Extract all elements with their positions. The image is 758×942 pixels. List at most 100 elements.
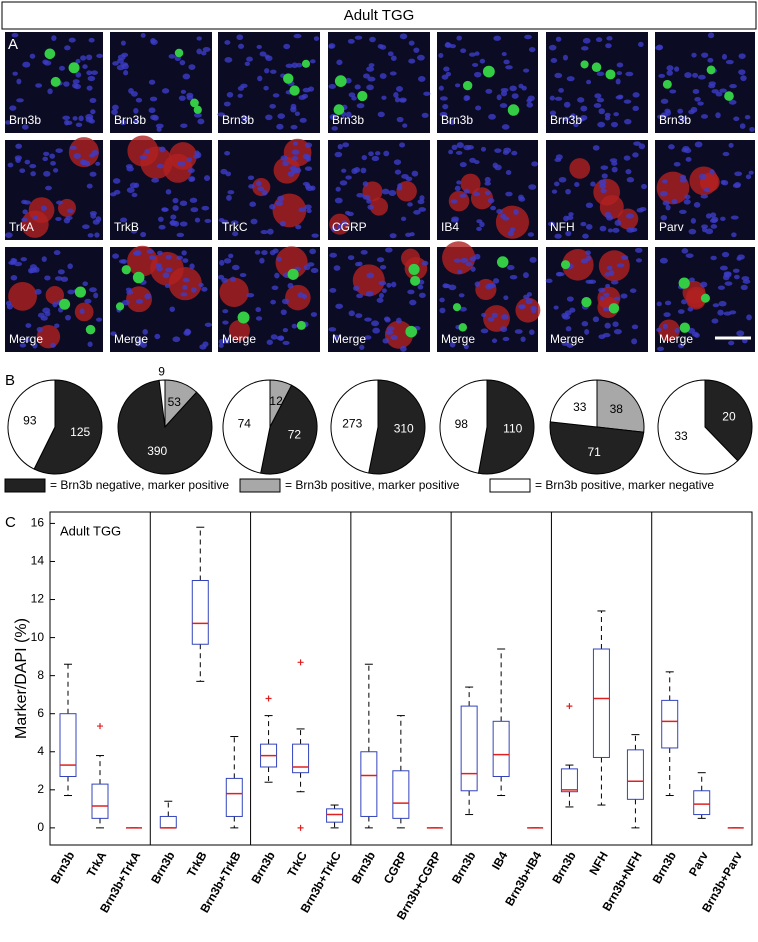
nucleus — [701, 52, 709, 58]
nucleus — [282, 160, 289, 167]
nucleus — [721, 251, 730, 258]
nucleus — [10, 260, 16, 265]
nucleus — [611, 166, 618, 173]
nucleus — [511, 150, 518, 156]
nucleus — [501, 124, 510, 130]
nucleus — [598, 287, 606, 293]
nucleus — [496, 94, 502, 101]
nucleus — [439, 111, 448, 117]
nucleus — [55, 216, 62, 221]
nucleus — [445, 41, 451, 48]
pie-label: 38 — [610, 402, 624, 416]
nucleus — [329, 252, 337, 258]
nucleus — [369, 36, 376, 43]
nucleus — [681, 299, 687, 305]
nucleus — [246, 56, 253, 62]
nucleus — [333, 265, 341, 271]
x-tick-label: NFH — [586, 849, 610, 877]
nucleus — [371, 155, 380, 162]
tile-label: Brn3b — [222, 113, 254, 127]
pie-slice — [657, 379, 739, 475]
nucleus — [267, 228, 274, 235]
nucleus — [328, 327, 337, 332]
pie-label: 9 — [158, 364, 165, 378]
nucleus — [551, 189, 558, 194]
nucleus — [744, 114, 751, 120]
nucleus — [379, 265, 387, 270]
nucleus — [595, 37, 603, 43]
nucleus — [740, 75, 747, 82]
nucleus — [612, 321, 619, 327]
nucleus — [705, 228, 714, 235]
nucleus — [722, 151, 730, 157]
nucleus — [36, 326, 43, 333]
nucleus — [605, 283, 611, 288]
nucleus — [55, 148, 63, 153]
nucleus — [331, 126, 338, 131]
tile-label: Merge — [9, 332, 43, 346]
nucleus — [523, 68, 530, 73]
nucleus — [162, 272, 170, 279]
nucleus — [556, 272, 565, 277]
nucleus — [454, 83, 461, 88]
nucleus — [419, 195, 425, 201]
nucleus — [244, 61, 251, 67]
nucleus — [357, 261, 363, 267]
nucleus — [638, 143, 646, 150]
nucleus — [223, 337, 231, 344]
nucleus — [529, 256, 537, 263]
nucleus — [677, 309, 685, 314]
nucleus — [172, 336, 181, 343]
nucleus — [451, 144, 458, 151]
nucleus — [334, 197, 343, 204]
nucleus — [237, 93, 243, 98]
nucleus — [605, 43, 612, 49]
nucleus — [239, 272, 247, 278]
box — [360, 751, 378, 817]
nucleus — [506, 265, 515, 271]
nucleus — [608, 270, 615, 277]
nucleus — [364, 317, 372, 322]
nucleus — [120, 217, 128, 223]
nucleus — [168, 54, 176, 59]
red-cell — [219, 277, 249, 307]
nucleus — [395, 317, 402, 324]
nucleus — [581, 46, 589, 51]
nucleus — [118, 259, 126, 264]
micrograph — [437, 32, 538, 133]
nucleus — [674, 66, 680, 72]
legend-label: = Brn3b positive, marker negative — [535, 478, 714, 492]
green-cell — [132, 271, 145, 284]
nucleus — [302, 87, 311, 93]
nucleus — [144, 148, 151, 155]
nucleus — [196, 36, 202, 41]
nucleus — [394, 169, 402, 175]
nucleus — [616, 71, 623, 76]
nucleus — [112, 253, 120, 259]
nucleus — [493, 35, 502, 41]
box — [91, 783, 109, 819]
nucleus — [606, 265, 613, 271]
legend-label: = Brn3b positive, marker positive — [285, 478, 460, 492]
nucleus — [460, 48, 467, 54]
nucleus — [594, 93, 602, 99]
nucleus — [188, 64, 196, 70]
nucleus — [280, 155, 288, 161]
nucleus — [367, 204, 374, 210]
nucleus — [637, 41, 644, 47]
nucleus — [362, 194, 371, 200]
nucleus — [282, 340, 290, 345]
nucleus — [204, 322, 212, 327]
nucleus — [616, 263, 625, 268]
nucleus — [310, 59, 316, 64]
nucleus — [194, 217, 201, 223]
red-cell — [369, 197, 389, 216]
nucleus — [304, 142, 313, 148]
nucleus — [264, 68, 270, 74]
nucleus — [494, 148, 502, 153]
nucleus — [112, 104, 119, 111]
nucleus — [263, 85, 269, 91]
nucleus — [329, 287, 337, 293]
nucleus — [500, 213, 507, 219]
nucleus — [611, 160, 618, 166]
